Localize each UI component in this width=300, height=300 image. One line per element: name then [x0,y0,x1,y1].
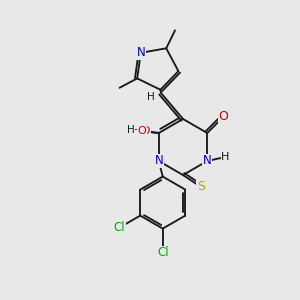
Text: H: H [147,92,155,102]
Text: H: H [127,125,135,135]
Text: H: H [133,126,141,136]
Text: Cl: Cl [114,221,125,234]
Text: ·O: ·O [139,126,151,136]
Text: S: S [197,181,205,194]
Text: O: O [137,126,146,136]
Text: N: N [203,154,212,167]
Text: O: O [218,110,228,124]
Text: H: H [221,152,230,162]
Text: N: N [154,154,163,167]
Text: N: N [136,46,145,59]
Text: Cl: Cl [157,246,169,259]
